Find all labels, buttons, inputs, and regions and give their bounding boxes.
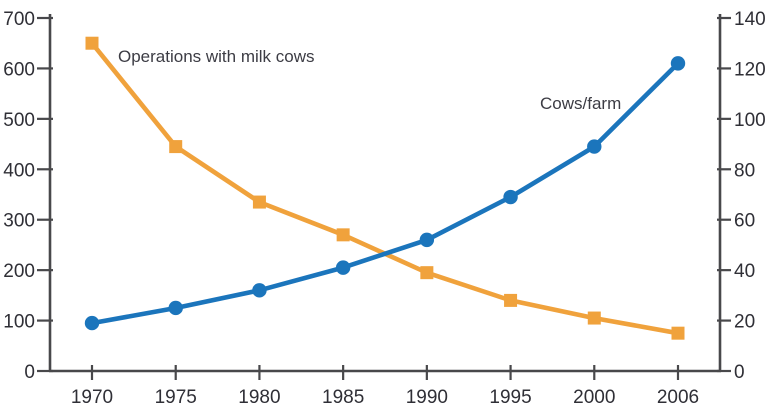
series-line-operations (89, 40, 681, 336)
y-axis-right-tick-label: 0 (734, 362, 745, 383)
x-axis-tick-label: 2006 (657, 387, 699, 408)
data-point-square (587, 311, 601, 325)
y-axis-left-tick-label: 700 (3, 9, 35, 30)
y-axis-left-tick-label: 100 (3, 312, 35, 333)
series-label-cows-per-farm: Cows/farm (540, 94, 621, 113)
y-axis-left-tick-label: 400 (3, 160, 35, 181)
data-point-square (336, 228, 350, 242)
x-axis-tick-label: 1995 (489, 387, 531, 408)
y-axis-right-tick-label: 80 (734, 160, 755, 181)
x-axis-tick-label: 1990 (406, 387, 448, 408)
data-point-circle (335, 260, 351, 275)
data-point-square (420, 266, 434, 280)
y-axis-right-tick-label: 120 (734, 59, 766, 80)
y-axis-left-tick-label: 500 (3, 110, 35, 131)
y-axis-right-tick-label: 60 (734, 211, 755, 232)
data-point-square (85, 36, 99, 50)
x-axis-tick-label: 1985 (322, 387, 364, 408)
data-point-square (504, 293, 518, 307)
data-point-square (671, 326, 685, 340)
data-point-circle (503, 189, 518, 205)
y-axis-right-tick-label: 140 (734, 9, 766, 30)
y-axis-left-tick-label: 200 (3, 261, 35, 282)
x-axis-tick-label: 2000 (573, 387, 615, 408)
x-axis-tick-label: 1975 (155, 387, 197, 408)
data-point-circle (252, 283, 267, 298)
x-axis-tick-label: 1970 (71, 387, 113, 408)
series-line-cows-per-farm (89, 61, 681, 326)
series-label-operations: Operations with milk cows (118, 47, 315, 66)
y-axis-right-tick-label: 40 (734, 261, 755, 282)
y-axis-left-tick-label: 600 (3, 59, 35, 80)
data-point-circle (587, 139, 602, 154)
y-axis-left-tick-label: 0 (24, 362, 35, 383)
data-point-square (169, 140, 183, 154)
data-point-circle (670, 56, 686, 71)
data-point-circle (168, 300, 183, 316)
x-axis-tick-label: 1980 (238, 387, 280, 408)
data-point-square (252, 195, 266, 209)
y-axis-left-tick-label: 300 (3, 211, 35, 232)
y-axis-right-tick-label: 20 (734, 312, 755, 333)
y-axis-right-tick-label: 100 (734, 110, 766, 131)
data-point-circle (84, 315, 100, 331)
data-point-circle (419, 232, 435, 248)
